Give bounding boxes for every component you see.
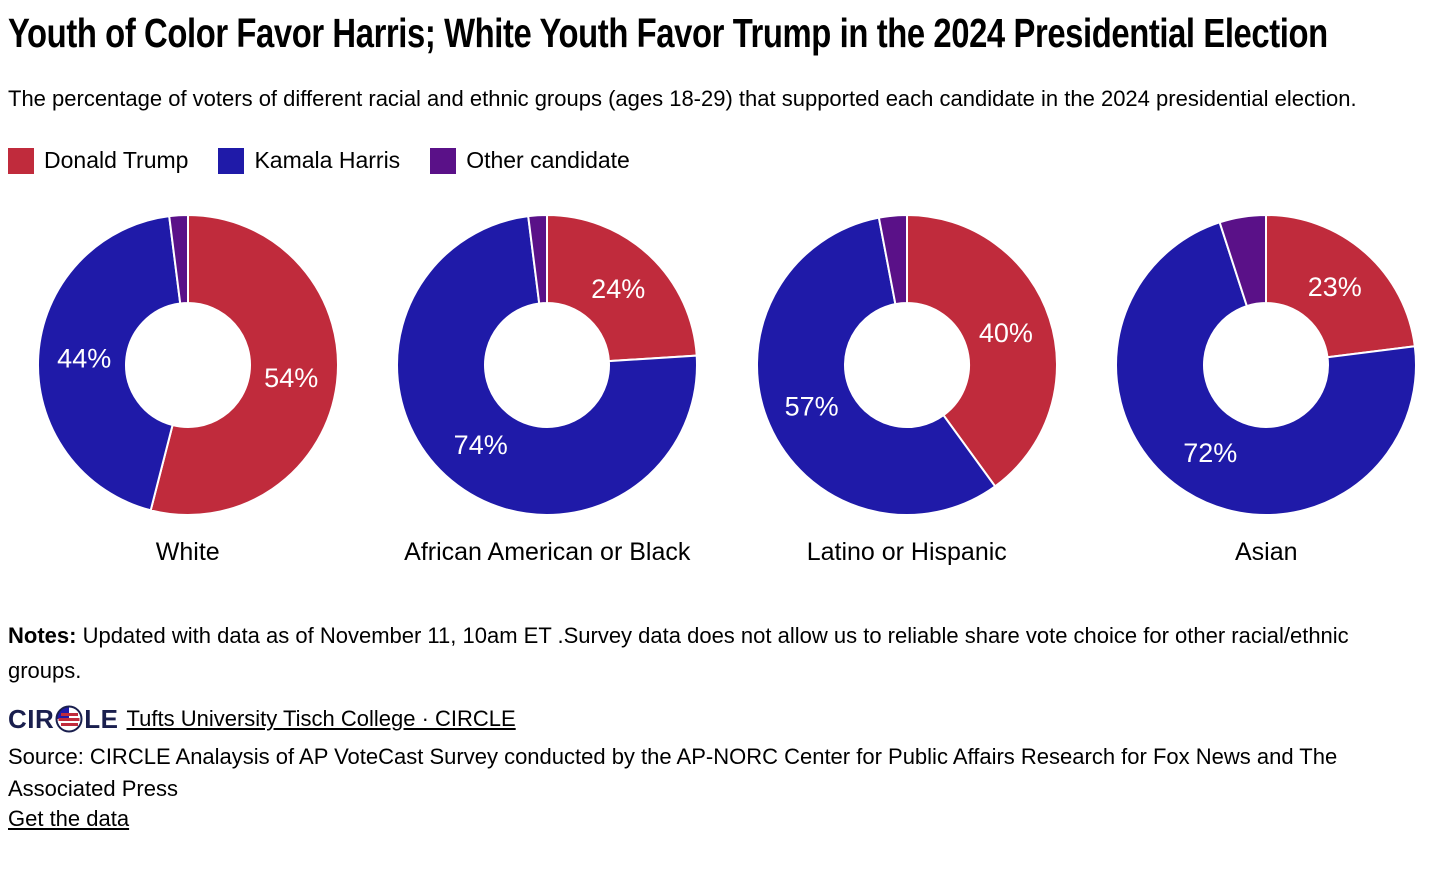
logo-text-right: LE [84, 703, 119, 734]
chart-figure: Youth of Color Favor Harris; White Youth… [8, 10, 1446, 832]
chart-subtitle: The percentage of voters of different ra… [8, 86, 1357, 112]
charts-row: 54% 44% White 24% 74% African American or Bla… [8, 212, 1446, 567]
chart-category-label: White [155, 538, 220, 567]
segment-value-label: 44% [57, 344, 111, 374]
segment-value-label: 24% [591, 275, 645, 305]
segment-kamala-harris [36, 215, 182, 512]
segment-donald-trump [149, 214, 339, 517]
segment-other-candidate [167, 214, 189, 306]
chart-category-label: African American or Black [404, 538, 691, 567]
legend-item-kamala-harris: Kamala Harris [218, 147, 400, 174]
donut-chart-latino-or-hispanic: 40% 57% Latino or Hispanic [727, 212, 1087, 567]
chart-category-label: Asian [1234, 538, 1298, 567]
segment-donald-trump [1265, 214, 1417, 359]
legend-swatch [218, 147, 245, 174]
legend: Donald Trump Kamala Harris Other candidate [8, 147, 1446, 174]
donut-svg: 23% 72% [1115, 214, 1418, 517]
legend-label: Donald Trump [44, 147, 189, 174]
legend-swatch [8, 147, 34, 174]
segment-value-label: 40% [979, 318, 1033, 348]
chart-title: Youth of Color Favor Harris; White Youth… [8, 10, 1328, 56]
notes: Notes: Updated with data as of November … [8, 619, 1408, 687]
donut-chart-asian: 23% 72% Asian [1087, 212, 1447, 567]
circle-logo-icon [55, 705, 83, 733]
chart-category-label: Latino or Hispanic [806, 538, 1007, 567]
donut-svg: 40% 57% [755, 214, 1058, 517]
source-text: Source: CIRCLE Analaysis of AP VoteCast … [8, 743, 1338, 801]
segment-other-candidate [1218, 214, 1268, 308]
segment-value-label: 57% [784, 392, 838, 422]
segment-value-label: 54% [264, 363, 318, 393]
legend-item-donald-trump: Donald Trump [8, 147, 188, 174]
logo-text-left: CIR [8, 703, 55, 734]
legend-swatch [430, 147, 457, 174]
segment-other-candidate [877, 214, 908, 306]
donut-chart-african-american-or-black: 24% 74% African American or Black [368, 212, 728, 567]
get-the-data-link[interactable]: Get the data [8, 806, 130, 832]
notes-text: Updated with data as of November 11, 10a… [8, 623, 1349, 683]
segment-kamala-harris [1115, 221, 1418, 517]
segment-donald-trump [546, 214, 699, 363]
donut-chart-white: 54% 44% White [8, 212, 368, 567]
notes-label: Notes: [8, 623, 77, 649]
donut-svg: 24% 74% [396, 214, 699, 517]
segment-value-label: 74% [454, 431, 508, 461]
segment-value-label: 23% [1308, 272, 1362, 302]
segment-kamala-harris [396, 215, 699, 517]
segment-donald-trump [905, 214, 1058, 489]
branding-row: CIR LE Tufts University Tisch College · … [8, 704, 1446, 735]
segment-value-label: 72% [1184, 438, 1238, 468]
donut-svg: 54% 44% [36, 214, 339, 517]
legend-label: Other candidate [466, 147, 630, 174]
tufts-circle-link[interactable]: Tufts University Tisch College · CIRCLE [126, 706, 516, 732]
circle-logo: CIR LE [8, 704, 119, 735]
legend-item-other-candidate: Other candidate [430, 147, 630, 174]
segment-other-candidate [527, 214, 549, 306]
legend-label: Kamala Harris [254, 147, 401, 174]
segment-kamala-harris [755, 216, 997, 517]
